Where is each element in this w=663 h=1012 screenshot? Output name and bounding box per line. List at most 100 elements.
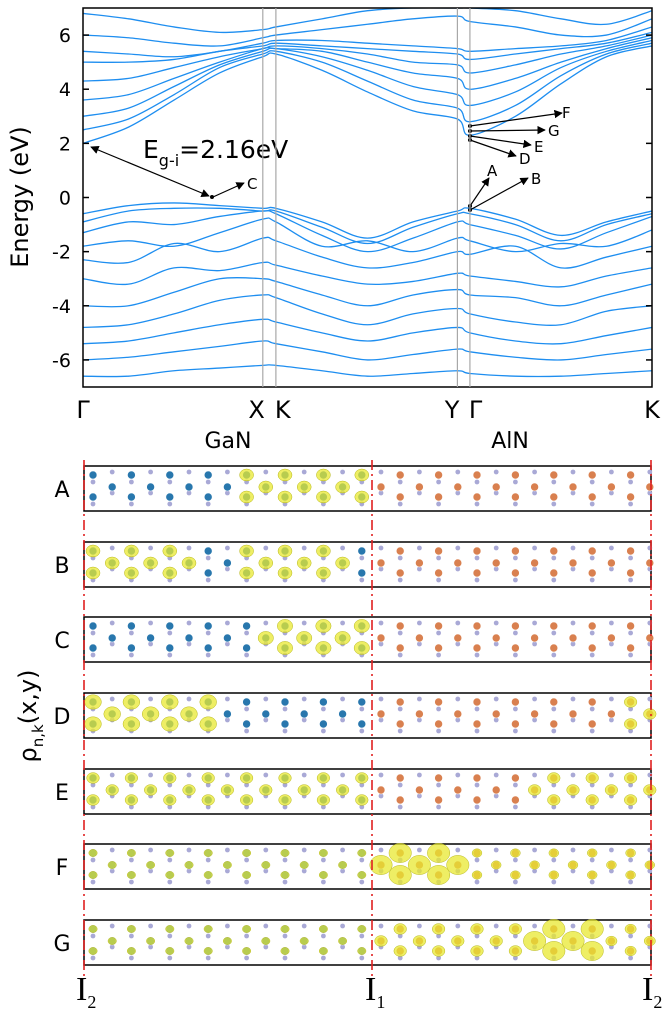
n-atom (301, 923, 307, 929)
metal-atom (434, 643, 443, 653)
density-blob (88, 871, 98, 879)
point-label: C (247, 175, 257, 193)
n-atom (589, 857, 595, 863)
n-atom (570, 847, 576, 853)
metal-atom (434, 546, 443, 556)
n-atom (513, 652, 518, 658)
density-blob (624, 923, 637, 935)
n-atom (551, 804, 557, 810)
n-atom (551, 782, 557, 788)
density-blob (105, 784, 119, 796)
n-atom (532, 490, 537, 496)
metal-atom (338, 709, 347, 719)
density-blob (239, 544, 254, 558)
n-atom (589, 706, 595, 712)
n-atom (513, 933, 518, 939)
metal-atom (357, 697, 367, 707)
n-atom (167, 933, 173, 939)
density-blob (277, 468, 293, 482)
density-blob (278, 772, 292, 784)
metal-atom (434, 773, 443, 783)
metal-atom (434, 621, 443, 631)
density-panel (83, 616, 655, 663)
density-blob (542, 941, 566, 961)
metal-atom (607, 633, 616, 643)
point-label: A (487, 162, 498, 180)
n-atom (109, 923, 115, 929)
arrow-a (469, 177, 490, 207)
n-atom (628, 857, 633, 863)
metal-atom (242, 643, 251, 653)
density-blob (547, 772, 561, 784)
pos-sub: 1 (376, 992, 385, 1012)
metal-atom (203, 546, 213, 556)
n-atom (225, 566, 230, 572)
n-atom (359, 555, 365, 561)
density-blob (239, 566, 254, 580)
density-blob (280, 849, 290, 857)
density-blob (335, 556, 350, 570)
n-atom (609, 566, 614, 572)
density-blob (338, 861, 348, 869)
density-blob (277, 619, 293, 633)
density-blob (199, 694, 217, 710)
density-blob (412, 935, 426, 947)
density-blob (393, 923, 407, 935)
position-label: I2 (76, 971, 96, 1012)
density-blob (165, 947, 175, 955)
metal-atom (645, 558, 655, 568)
n-atom (551, 706, 557, 712)
density-blob (124, 772, 138, 784)
n-atom (186, 696, 192, 702)
n-atom (205, 933, 211, 939)
n-atom (378, 641, 384, 647)
density-blob (242, 871, 252, 879)
gap-label: Eg-i=2.16eV (143, 135, 288, 170)
n-atom (301, 944, 307, 950)
metal-atom (511, 546, 520, 556)
n-atom (532, 469, 537, 475)
n-atom (532, 868, 537, 874)
metal-atom (395, 568, 405, 578)
n-atom (417, 717, 422, 723)
density-blob (336, 784, 350, 796)
density-blob (201, 772, 215, 784)
density-blob (353, 619, 370, 633)
n-atom (551, 652, 557, 658)
x-tick-label: Y (444, 396, 460, 424)
n-atom (647, 772, 653, 778)
density-blob (277, 566, 293, 580)
density-blob (280, 947, 290, 955)
density-panel (83, 541, 655, 588)
n-atom (513, 728, 518, 734)
n-atom (186, 923, 192, 929)
density-blob (277, 641, 293, 655)
n-atom (397, 652, 403, 658)
density-blob (239, 490, 254, 504)
n-atom (301, 545, 307, 551)
n-atom (205, 857, 211, 863)
metal-atom (587, 470, 597, 480)
n-atom (225, 620, 230, 626)
row-label: E (55, 781, 69, 806)
n-atom (436, 955, 441, 961)
x-tick-label: K (275, 396, 292, 424)
metal-atom (203, 621, 213, 631)
n-atom (417, 620, 422, 626)
n-atom (551, 479, 557, 485)
metal-atom (607, 709, 616, 719)
band (83, 207, 652, 245)
n-atom (455, 847, 461, 853)
y-tick-label: 0 (59, 188, 71, 210)
metal-atom (626, 621, 635, 631)
n-atom (551, 630, 557, 636)
n-atom (340, 717, 345, 723)
x-tick-label: K (644, 396, 661, 424)
density-blob (566, 784, 580, 796)
density-blob (316, 566, 331, 580)
n-atom (417, 923, 422, 929)
n-atom (628, 577, 633, 583)
metal-atom (453, 709, 463, 719)
n-atom (205, 955, 211, 961)
metal-atom (203, 568, 213, 578)
